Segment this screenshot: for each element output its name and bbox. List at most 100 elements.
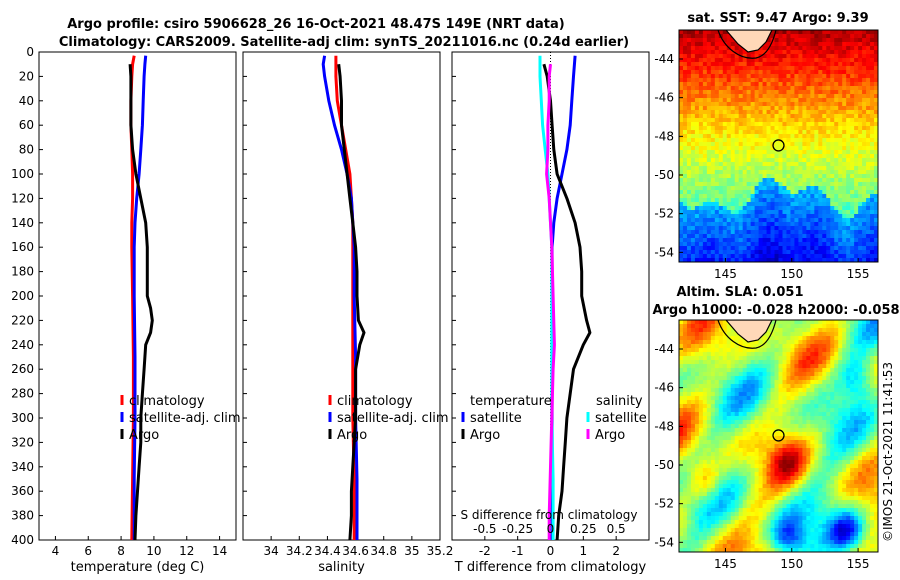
heatmap-cell xyxy=(862,320,867,325)
heatmap-cell xyxy=(866,98,871,103)
heatmap-cell xyxy=(778,464,784,469)
heatmap-cell xyxy=(694,448,700,453)
heatmap-cell xyxy=(810,150,815,155)
heatmap-cell xyxy=(790,46,796,51)
heatmap-cell xyxy=(810,122,815,127)
heatmap-cell xyxy=(738,250,744,255)
heatmap-cell xyxy=(870,102,875,107)
heatmap-cell xyxy=(682,206,688,211)
heatmap-cell xyxy=(730,98,736,103)
heatmap-cell xyxy=(822,360,827,365)
heatmap-cell xyxy=(758,46,764,51)
heatmap-cell xyxy=(826,214,831,219)
heatmap-cell xyxy=(802,392,807,397)
heatmap-cell xyxy=(850,190,855,195)
heatmap-cell xyxy=(762,404,768,409)
heatmap-cell xyxy=(874,222,878,227)
heatmap-cell xyxy=(686,82,692,87)
heatmap-cell xyxy=(874,400,878,405)
heatmap-cell xyxy=(718,360,724,365)
heatmap-cell xyxy=(810,182,815,187)
heatmap-cell xyxy=(798,30,803,35)
heatmap-cell xyxy=(838,190,843,195)
heatmap-cell xyxy=(722,90,728,95)
heatmap-cell xyxy=(754,158,760,163)
heatmap-cell xyxy=(710,340,716,345)
heatmap-cell xyxy=(782,170,788,175)
heatmap-cell xyxy=(790,118,796,123)
heatmap-cell xyxy=(770,146,776,151)
heatmap-cell xyxy=(850,146,855,151)
heatmap-cell xyxy=(770,396,776,401)
heatmap-cell xyxy=(802,344,807,349)
heatmap-cell xyxy=(794,134,799,139)
heatmap-cell xyxy=(746,178,752,183)
heatmap-cell xyxy=(686,372,692,377)
heatmap-cell xyxy=(846,106,851,111)
heatmap-cell xyxy=(850,46,855,51)
heatmap-cell xyxy=(834,234,839,239)
heatmap-cell xyxy=(822,392,827,397)
heatmap-cell xyxy=(846,134,851,139)
heatmap-cell xyxy=(682,182,688,187)
heatmap-cell xyxy=(754,408,760,413)
heatmap-cell xyxy=(830,444,835,449)
heatmap-cell xyxy=(754,138,760,143)
heatmap-cell xyxy=(690,190,696,195)
heatmap-cell xyxy=(830,122,835,127)
heatmap-cell xyxy=(730,348,736,353)
heatmap-cell xyxy=(794,218,799,223)
heatmap-cell xyxy=(730,94,736,99)
heatmap-cell xyxy=(806,118,811,123)
heatmap-cell xyxy=(842,360,847,365)
heatmap-cell xyxy=(718,90,724,95)
heatmap-cell xyxy=(679,258,684,262)
heatmap-cell xyxy=(702,408,708,413)
heatmap-cell xyxy=(786,54,792,59)
heatmap-cell xyxy=(694,258,700,262)
heatmap-cell xyxy=(866,230,871,235)
heatmap-cell xyxy=(846,166,851,171)
heatmap-cell xyxy=(830,420,835,425)
heatmap-cell xyxy=(682,86,688,91)
heatmap-cell xyxy=(738,436,744,441)
heatmap-cell xyxy=(854,78,859,83)
heatmap-cell xyxy=(814,404,819,409)
heatmap-cell xyxy=(850,122,855,127)
heatmap-cell xyxy=(786,166,792,171)
heatmap-cell xyxy=(722,202,728,207)
heatmap-cell xyxy=(682,456,688,461)
heatmap-cell xyxy=(842,74,847,79)
heatmap-cell xyxy=(862,170,867,175)
heatmap-cell xyxy=(834,162,839,167)
heatmap-cell xyxy=(746,138,752,143)
heatmap-cell xyxy=(770,436,776,441)
heatmap-cell xyxy=(778,452,784,457)
heatmap-cell xyxy=(679,456,684,461)
heatmap-cell xyxy=(686,210,692,215)
heatmap-cell xyxy=(682,436,688,441)
heatmap-cell xyxy=(862,388,867,393)
heatmap-cell xyxy=(870,352,875,357)
heatmap-cell xyxy=(706,384,712,389)
heatmap-cell xyxy=(722,210,728,215)
heatmap-cell xyxy=(778,58,784,63)
heatmap-cell xyxy=(754,444,760,449)
heatmap-cell xyxy=(786,174,792,179)
heatmap-cell xyxy=(682,376,688,381)
map-y-tick-label: -54 xyxy=(654,245,674,259)
heatmap-cell xyxy=(754,126,760,131)
heatmap-cell xyxy=(818,372,823,377)
heatmap-cell xyxy=(690,332,696,337)
heatmap-cell xyxy=(806,142,811,147)
heatmap-cell xyxy=(782,222,788,227)
heatmap-cell xyxy=(826,82,831,87)
heatmap-cell xyxy=(846,448,851,453)
heatmap-cell xyxy=(806,222,811,227)
heatmap-cell xyxy=(818,106,823,111)
heatmap-cell xyxy=(842,46,847,51)
heatmap-cell xyxy=(710,78,716,83)
heatmap-cell xyxy=(850,384,855,389)
heatmap-cell xyxy=(866,428,871,433)
heatmap-cell xyxy=(858,238,863,243)
